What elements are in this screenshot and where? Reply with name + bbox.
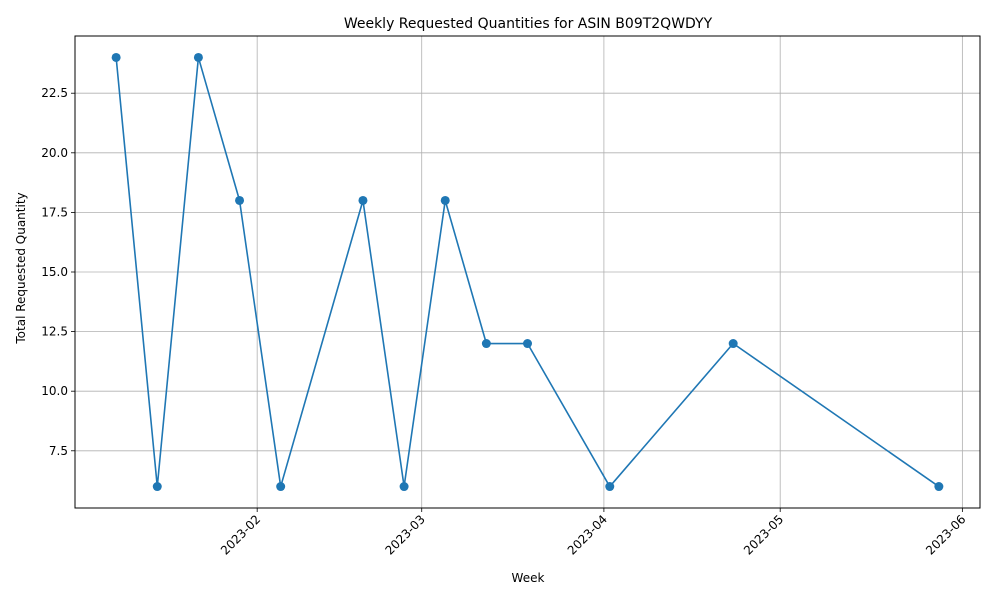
chart-title: Weekly Requested Quantities for ASIN B09… — [344, 16, 713, 32]
data-point — [358, 195, 368, 205]
y-tick-label: 17.5 — [41, 205, 68, 219]
data-point — [934, 482, 944, 492]
y-axis-ticks: 7.5 10.0 12.5 15.0 17.5 20.0 22.5 — [41, 86, 75, 458]
x-axis-label: Week — [512, 571, 545, 585]
data-point — [605, 482, 615, 492]
y-tick-label: 7.5 — [49, 444, 68, 458]
y-tick-label: 15.0 — [41, 265, 68, 279]
data-point — [523, 339, 532, 349]
y-tick-label: 10.0 — [41, 384, 68, 398]
data-point — [276, 482, 286, 492]
data-point — [399, 482, 409, 492]
data-point — [235, 195, 245, 205]
series-markers — [111, 52, 944, 492]
data-point — [193, 52, 203, 62]
data-point — [728, 339, 738, 349]
data-point — [152, 482, 162, 492]
data-point — [481, 339, 491, 349]
data-point — [440, 195, 450, 205]
y-tick-label: 22.5 — [41, 86, 68, 100]
data-point — [111, 52, 121, 62]
y-tick-label: 12.5 — [41, 325, 68, 339]
y-axis-label: Total Requested Quantity — [14, 192, 28, 344]
y-tick-label: 20.0 — [41, 146, 68, 160]
